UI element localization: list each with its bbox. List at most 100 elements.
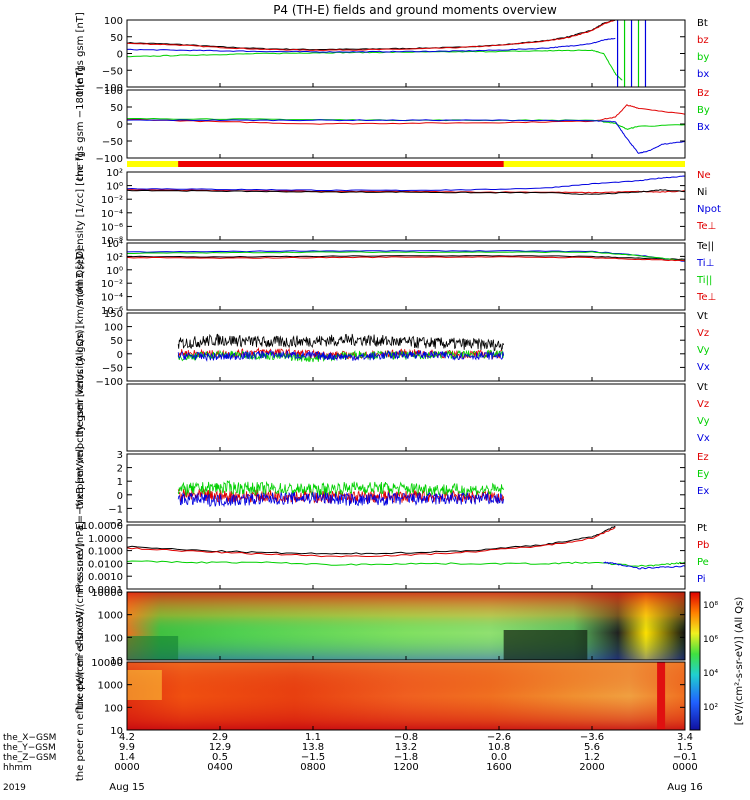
series-line-Te||: [126, 255, 686, 261]
legend-entry: Pe: [697, 557, 709, 568]
panel-8: 10.0000 1.0000 0.10000.0100 0.0010 0.0001Pre…: [75, 521, 709, 596]
legend-entry: Te||: [696, 241, 714, 252]
panel-1: 100 50 0 −50 −100 the fgs gsm [nT] Bt bz by bx: [75, 12, 709, 95]
plot-title: P4 (TH-E) fields and ground moments over…: [273, 3, 557, 17]
y-tick-label: 10⁰: [106, 266, 123, 277]
x-row-label: hhmm: [3, 763, 32, 773]
legend-entry: Ne: [697, 170, 711, 181]
x-row-value: 1.5: [677, 742, 693, 753]
series-line-Pe: [126, 560, 686, 567]
x-row-value: 0000: [672, 762, 697, 773]
y-tick-label: 0.0001: [88, 585, 123, 596]
y-tick-label: 0: [117, 350, 123, 361]
x-row-value: 13.8: [302, 742, 324, 753]
series-line-Pt: [126, 525, 616, 555]
series-line-Pb: [126, 527, 616, 558]
y-tick-label: 100: [104, 703, 123, 714]
y-tick-label: −1: [108, 504, 123, 515]
y-tick-label: 10.0000: [82, 521, 123, 532]
y-axis-label: Pressure [nPa]: [75, 521, 86, 593]
legend-entry: Vx: [697, 433, 710, 444]
x-row-label: the_Z−GSM: [3, 753, 56, 763]
y-axis-label: mom3 [eV]: [75, 248, 86, 304]
series-line-by: [126, 49, 623, 81]
y-tick-label: 100: [104, 86, 123, 97]
x-row-value: 0.5: [212, 752, 228, 763]
x-row-value: 0.0: [491, 752, 507, 763]
y-tick-label: 1000: [98, 681, 123, 692]
y-tick-label: 1000: [98, 611, 123, 622]
spectrogram-dark-region: [503, 630, 588, 660]
colorbar-tick-label: 10⁸: [703, 601, 718, 611]
y-tick-label: 10000: [91, 658, 123, 669]
panel-frame: [126, 89, 686, 159]
legend-entry: Ex: [697, 486, 709, 497]
y-tick-label: 10: [110, 726, 123, 737]
legend-entry: Ti||: [696, 275, 712, 286]
y-tick-label: −100: [96, 83, 123, 94]
legend-entry: Ti⊥: [696, 258, 714, 269]
spectrogram-overlay: [127, 592, 685, 660]
legend-entry: Npot: [697, 204, 721, 215]
series-line-Te⊥: [126, 256, 686, 262]
status-bar-red: [178, 161, 504, 167]
x-row-value: 5.6: [584, 742, 600, 753]
y-tick-label: 50: [110, 33, 123, 44]
y-tick-label: 0: [117, 491, 123, 502]
y-axis-label: Density [1/cc] [cm⁻³]: [75, 153, 86, 258]
x-row-value: 0000: [114, 762, 139, 773]
y-tick-label: −100: [96, 377, 123, 388]
y-tick-label: 10⁻²: [101, 195, 123, 206]
y-tick-label: 0.0100: [88, 559, 123, 570]
series-line-Ni: [126, 189, 686, 195]
year-label: 2019: [3, 783, 26, 793]
x-row-value: 10.8: [488, 742, 510, 753]
date-start: Aug 15: [109, 782, 144, 793]
legend-entry: Ez: [697, 452, 709, 463]
y-tick-label: 100: [104, 323, 123, 334]
y-axis-label: the peer velocity gsm [km/s (All Qs)]: [75, 325, 86, 509]
series-line-Ey: [177, 479, 504, 498]
series-line-bx: [126, 37, 616, 53]
x-row-value: −0.8: [394, 732, 418, 743]
x-row-value: 12.9: [209, 742, 231, 753]
y-tick-label: 10⁻⁶: [101, 306, 123, 317]
y-tick-label: −50: [102, 137, 123, 148]
y-tick-label: 0: [117, 50, 123, 61]
y-tick-label: −50: [102, 66, 123, 77]
y-tick-label: 10²: [106, 252, 123, 263]
y-axis-label: the peer en eflux eV/(cm²-s-sr-eV): [75, 611, 86, 781]
x-row-value: 13.2: [395, 742, 417, 753]
legend-entry: by: [697, 52, 709, 63]
series-line-Ex: [177, 491, 504, 508]
panel-6: the peer velocity gsm [km/s (All Qs)] Vt V…: [75, 325, 710, 509]
y-tick-label: 10⁻⁴: [101, 209, 123, 220]
y-tick-label: 10⁻²: [101, 279, 123, 290]
y-axis-label: the fgs gsm [nT]: [75, 12, 86, 95]
colorbar-tick-label: 10²: [703, 703, 718, 713]
x-row-label: the_X−GSM: [3, 733, 56, 743]
y-tick-label: 10²: [106, 168, 123, 179]
panel-10: 10000 1000 100 10 the peer en eflux eV/(cm²-…: [75, 611, 686, 781]
x-row-label: the_Y−GSM: [3, 743, 56, 753]
y-axis-label: the peir velocity gsm [km/s (All Qs)]: [75, 257, 86, 438]
y-tick-label: 100: [104, 633, 123, 644]
panel-frame: [126, 171, 686, 241]
y-tick-label: 0: [117, 120, 123, 131]
panel-2: 100 50 0 −50 −100 the fgs gsm −180 [nT] Bz By Bx: [75, 67, 710, 180]
y-tick-label: −50: [102, 363, 123, 374]
x-row-value: 3.4: [677, 732, 693, 743]
panel-5: 150 100 50 0 −50 −100 the peir velocity gsm [k…: [75, 257, 710, 438]
y-axis-label: the fgs gsm −180 [nT]: [75, 67, 86, 180]
legend-entry: Vx: [697, 362, 710, 373]
x-row-value: 2000: [579, 762, 604, 773]
y-tick-label: 0.1000: [88, 547, 123, 558]
legend-entry: Ni: [697, 187, 707, 198]
x-row-value: −1.8: [394, 752, 418, 763]
x-row-value: −3.6: [580, 732, 604, 743]
spectrogram-band: [657, 662, 666, 730]
series-line-Vx: [177, 349, 504, 362]
y-tick-label: 10: [110, 656, 123, 667]
colorbar: [689, 591, 701, 731]
